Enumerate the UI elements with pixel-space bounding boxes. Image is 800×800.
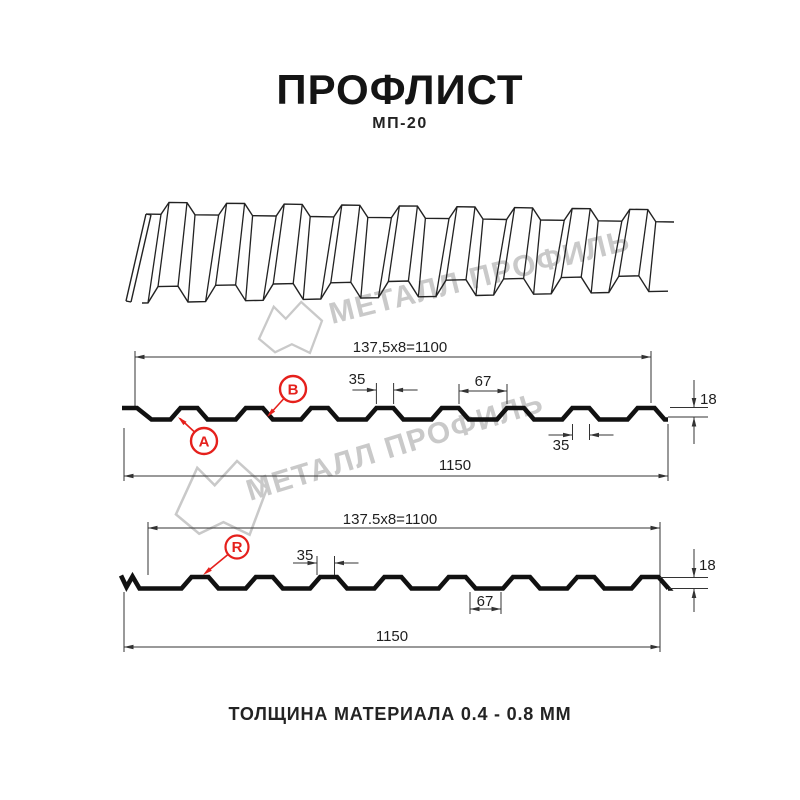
watermark-text: МЕТАЛЛ ПРОФИЛЬ (242, 386, 547, 508)
label-b-text: B (288, 382, 299, 399)
watermark-text: МЕТАЛЛ ПРОФИЛЬ (326, 224, 634, 331)
sheet-3d-perspective-view (125, 201, 675, 304)
page-title: ПРОФЛИСТ (276, 66, 524, 113)
brand-logo-icon (174, 459, 269, 537)
cross-section-bottom (118, 522, 708, 652)
dim-1150-bottom: 1150 (376, 628, 408, 645)
dim-18-top: 18 (700, 391, 717, 408)
cross-section-top (122, 351, 708, 481)
label-r-text: R (232, 539, 243, 556)
dim-18-bottom: 18 (699, 557, 716, 574)
label-a-badge (189, 426, 219, 456)
label-b-badge (278, 374, 308, 404)
dim-35-bottom: 35 (553, 437, 570, 454)
dim-module-top: 137,5x8=1100 (353, 339, 447, 356)
brand-logo-icon (257, 300, 324, 355)
label-r-badge (224, 534, 250, 560)
product-model: МП-20 (372, 115, 428, 132)
label-a-text: A (199, 434, 210, 451)
dim-67-top: 67 (475, 373, 492, 390)
material-thickness-note: ТОЛЩИНА МАТЕРИАЛА 0.4 - 0.8 ММ (228, 704, 572, 724)
dim-35-top: 35 (349, 371, 366, 388)
dim-35: 35 (297, 547, 314, 564)
watermark-top: МЕТАЛЛ ПРОФИЛЬ (257, 224, 634, 355)
dim-module-bottom: 137.5x8=1100 (343, 511, 437, 528)
dim-67: 67 (477, 593, 494, 610)
dim-1150-top: 1150 (439, 457, 471, 474)
